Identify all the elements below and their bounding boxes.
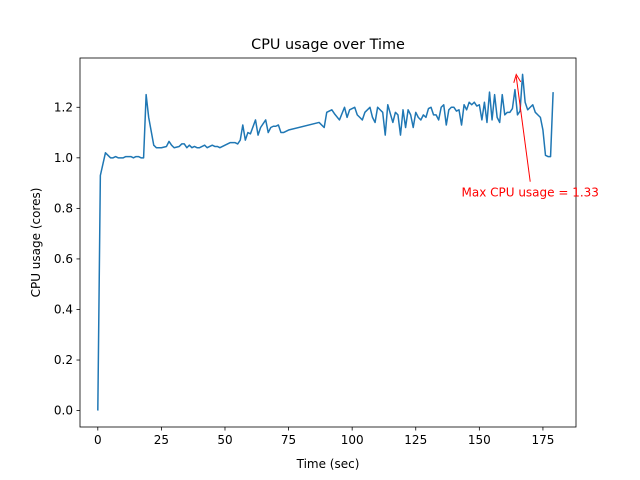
plot-area — [97, 73, 554, 411]
y-tick-label: 1.0 — [54, 151, 73, 165]
annotation-arrow-head — [513, 73, 522, 83]
annotation-layer: Max CPU usage = 1.33 — [461, 73, 599, 200]
y-tick-label: 0.8 — [54, 201, 73, 215]
axis-ticks: 0 25 50 75 100 125 150 175 0.0 0.2 0.4 0.6 0.8 1.0 1.2 — [54, 100, 554, 447]
axes-frame — [79, 57, 577, 428]
y-tick-label: 0.0 — [54, 404, 73, 418]
y-tick-label: 0.4 — [54, 302, 73, 316]
annotation-arrow-line — [515, 76, 531, 182]
x-tick-label: 150 — [468, 433, 491, 447]
x-tick-label: 175 — [531, 433, 554, 447]
y-tick-label: 1.2 — [54, 100, 73, 114]
y-tick-label: 0.6 — [54, 252, 73, 266]
x-tick-label: 50 — [217, 433, 232, 447]
x-tick-label: 125 — [404, 433, 427, 447]
y-tick-label: 0.2 — [54, 353, 73, 367]
cpu-usage-line — [97, 73, 554, 411]
x-tick-label: 100 — [341, 433, 364, 447]
y-axis-label: CPU usage (cores) — [29, 188, 43, 298]
x-tick-label: 25 — [154, 433, 169, 447]
chart-title: CPU usage over Time — [251, 37, 405, 53]
x-tick-label: 75 — [281, 433, 296, 447]
annotation-text: Max CPU usage = 1.33 — [461, 186, 598, 200]
x-tick-label: 0 — [94, 433, 102, 447]
x-axis-label: Time (sec) — [296, 457, 360, 471]
